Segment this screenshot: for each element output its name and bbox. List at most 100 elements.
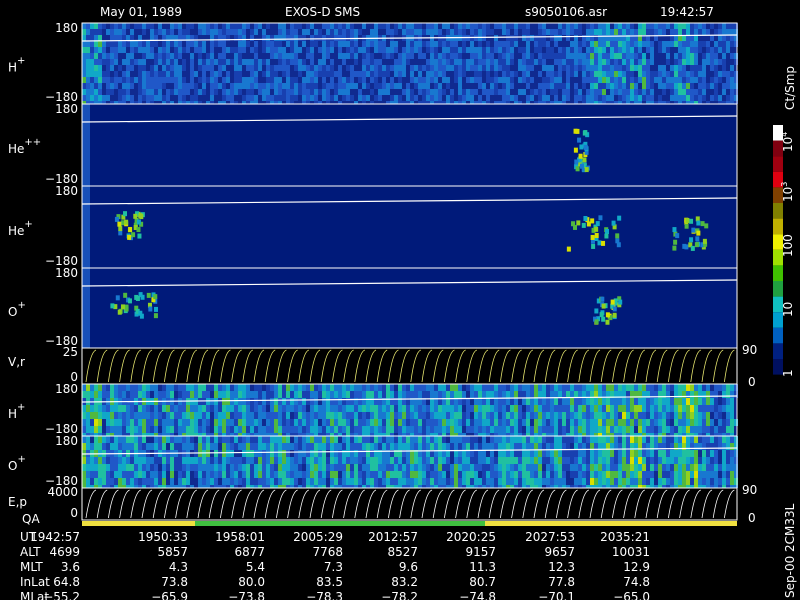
spectrogram-pixel (414, 29, 418, 35)
spectrogram-pixel (534, 433, 538, 436)
spectrogram-pixel (146, 384, 150, 391)
spectrogram-pixel (258, 83, 262, 89)
wave (365, 489, 377, 519)
spectrogram-pixel (650, 83, 654, 89)
spectrogram-pixel (474, 485, 478, 488)
species: He (8, 224, 24, 238)
spectrogram-pixel (490, 419, 494, 426)
colorbar-segment (773, 249, 783, 266)
spectrogram-pixel (682, 443, 686, 450)
spectrogram-pixel (590, 464, 594, 471)
spectrogram-pixel (278, 65, 282, 71)
spectrogram-pixel (130, 95, 134, 101)
spectrogram-pixel (222, 391, 226, 398)
spectrogram-pixel (434, 29, 438, 35)
spectrogram-pixel (382, 478, 386, 485)
spectrogram-pixel (730, 478, 734, 485)
spectrogram-pixel (605, 312, 610, 318)
spectrogram-pixel (594, 405, 598, 412)
spectrogram-pixel (106, 41, 110, 47)
spectrogram-pixel (226, 457, 230, 464)
spectrogram-pixel (450, 471, 454, 478)
spectrogram-pixel (682, 89, 686, 95)
spectrogram-pixel (446, 391, 450, 398)
spectrogram-pixel (434, 77, 438, 83)
ephemeris-value: 5857 (157, 545, 188, 559)
spectrogram-pixel (114, 384, 118, 391)
spectrogram-pixel (570, 419, 574, 426)
colorbar-tick: 104 (780, 132, 795, 152)
spectrogram-pixel (150, 101, 154, 104)
spectrogram-pixel (206, 391, 210, 398)
spectrogram-pixel (150, 478, 154, 485)
spectrogram-pixel (82, 77, 86, 83)
spectrogram-pixel (298, 436, 302, 443)
spectrogram-pixel (130, 433, 134, 436)
spectrogram-pixel (594, 226, 599, 232)
spectrogram-pixel (618, 95, 622, 101)
spectrogram-pixel (346, 398, 350, 405)
spectrogram-pixel (546, 83, 550, 89)
spectrogram-pixel (578, 47, 582, 53)
wave (332, 349, 343, 383)
spectrogram-pixel (346, 391, 350, 398)
spectrogram-pixel (166, 35, 170, 41)
spectrogram-pixel (242, 95, 246, 101)
spectrogram-pixel (242, 471, 246, 478)
wave (354, 489, 365, 519)
spectrogram-pixel (142, 77, 146, 83)
spectrogram-pixel (734, 464, 738, 471)
spectrogram-pixel (670, 89, 674, 95)
spectrogram-pixel (290, 29, 294, 35)
spectrogram-pixel (578, 464, 582, 471)
spectrogram-pixel (106, 412, 110, 419)
spectrogram-pixel (114, 59, 118, 65)
spectrogram-pixel (134, 218, 139, 224)
spectrogram-pixel (98, 41, 102, 47)
spectrogram-pixel (134, 426, 138, 433)
spectrogram-pixel (638, 53, 642, 59)
spectrogram-pixel (254, 29, 258, 35)
spectrogram-pixel (186, 443, 190, 450)
spectrogram-pixel (242, 384, 246, 391)
spectrogram-pixel (442, 419, 446, 426)
spectrogram-pixel (394, 391, 398, 398)
spectrogram-pixel (186, 47, 190, 53)
spectrogram-pixel (194, 71, 198, 77)
spectrogram-pixel (326, 29, 330, 35)
spectrogram-pixel (270, 65, 274, 71)
spectrogram-pixel (514, 478, 518, 485)
spectrogram-pixel (434, 405, 438, 412)
spectrogram-pixel (518, 471, 522, 478)
spectrogram-pixel (590, 478, 594, 485)
spectrogram-pixel (406, 398, 410, 405)
spectrogram-pixel (350, 384, 354, 391)
spectrogram-pixel (426, 464, 430, 471)
spectrogram-pixel (82, 471, 86, 478)
spectrogram-pixel (458, 89, 462, 95)
spectrogram-pixel (414, 398, 418, 405)
spectrogram-pixel (386, 83, 390, 89)
spectrogram-pixel (606, 29, 610, 35)
spectrogram-pixel (406, 384, 410, 391)
spectrogram-pixel (250, 29, 254, 35)
spectrogram-pixel (546, 436, 550, 443)
spectrogram-pixel (530, 450, 534, 457)
spectrogram-pixel (478, 41, 482, 47)
spectrogram-pixel (166, 47, 170, 53)
spectrogram-pixel (230, 59, 234, 65)
spectrogram-pixel (486, 391, 490, 398)
spectrogram-pixel (454, 412, 458, 419)
spectrogram-pixel (274, 478, 278, 485)
spectrogram-pixel (574, 443, 578, 450)
spectrogram-pixel (470, 47, 474, 53)
spectrogram-pixel (202, 77, 206, 83)
spectrogram-pixel (622, 426, 626, 433)
spectrogram-pixel (734, 89, 738, 95)
spectrogram-pixel (194, 384, 198, 391)
spectrogram-pixel (234, 65, 238, 71)
spectrogram-pixel (686, 398, 690, 405)
spectrogram-pixel (306, 433, 310, 436)
wave (466, 489, 477, 519)
spectrogram-pixel (86, 478, 90, 485)
